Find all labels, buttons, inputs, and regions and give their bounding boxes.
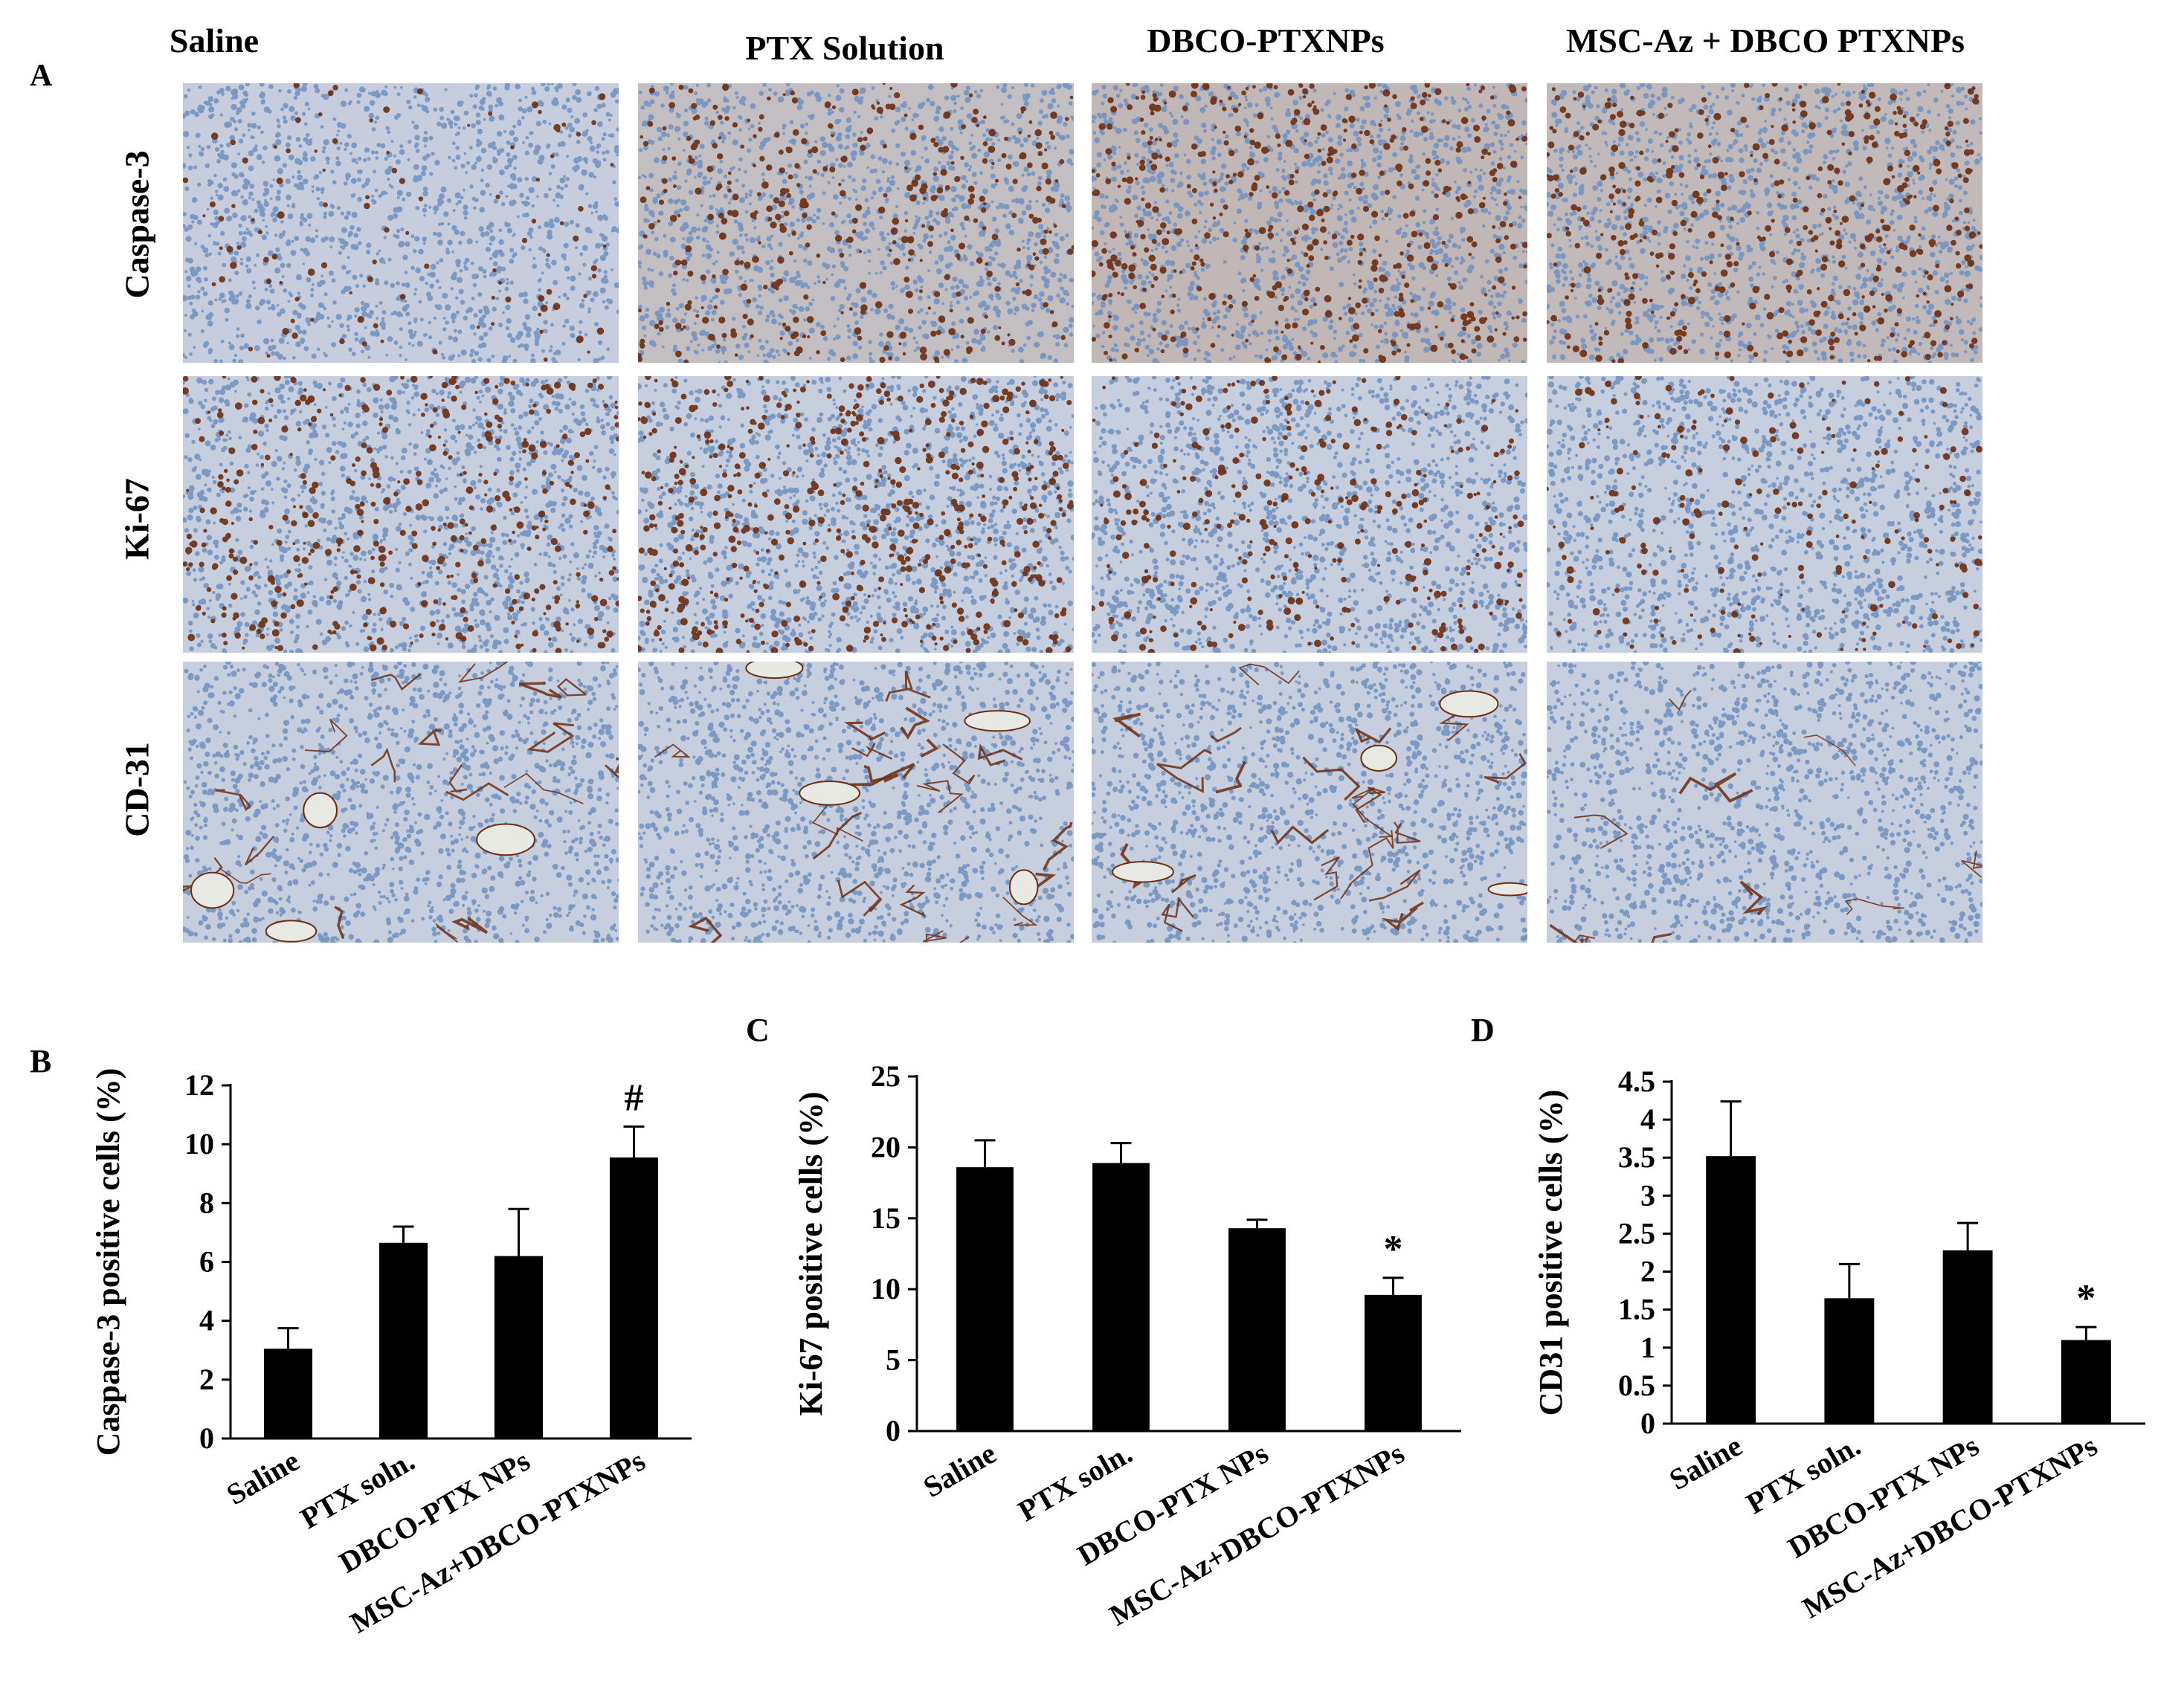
- y-tick-label: 8: [199, 1186, 214, 1219]
- y-tick-label: 5: [886, 1343, 901, 1377]
- bar-3: [1943, 1250, 1993, 1424]
- y-tick-label: 2: [1640, 1255, 1655, 1288]
- micrograph-ki67-4: [1547, 376, 1982, 653]
- y-tick-label: 4: [199, 1304, 214, 1337]
- x-category-label: PTX soln.: [1741, 1429, 1866, 1520]
- x-category-label: DBCO-PTX NPs: [333, 1444, 535, 1580]
- bar-4: [1365, 1295, 1422, 1431]
- bar-2: [1092, 1163, 1150, 1431]
- panel-letter-b: B: [30, 1043, 51, 1079]
- y-tick-label: 6: [199, 1245, 214, 1279]
- y-tick-label: 3: [1640, 1178, 1655, 1212]
- bar-1: [1706, 1156, 1756, 1424]
- bar-4: [2061, 1340, 2111, 1424]
- x-category-label: PTX soln.: [294, 1444, 420, 1535]
- micrograph-caspase-4: [1547, 83, 1982, 363]
- x-category-label: MSC-Az+DBCO-PTXNPs: [1104, 1436, 1410, 1633]
- bar-1: [264, 1349, 312, 1438]
- y-tick-label: 0: [199, 1421, 214, 1455]
- y-tick-label: 2.5: [1618, 1216, 1655, 1250]
- y-tick-label: 15: [871, 1201, 901, 1235]
- column-label-msc-az-dbco: MSC-Az + DBCO PTXNPs: [1505, 21, 2026, 60]
- y-tick-label: 1.5: [1618, 1293, 1655, 1326]
- y-tick-label: 0: [886, 1414, 901, 1447]
- micrograph-caspase-1: [183, 83, 619, 363]
- column-label-saline: Saline: [58, 21, 370, 60]
- x-category-label: Saline: [1663, 1429, 1747, 1496]
- x-category-label: Saline: [221, 1444, 305, 1511]
- y-axis-label: Ki-67 positive cells (%): [793, 1091, 829, 1415]
- x-category-label: MSC-Az+DBCO-PTXNPs: [344, 1444, 651, 1640]
- micrograph-ki67-1: [183, 376, 619, 653]
- micrograph-caspase-3: [1092, 83, 1527, 363]
- micrograph-cd31-3: [1092, 662, 1527, 943]
- significance-marker: *: [2076, 1277, 2096, 1320]
- y-tick-label: 12: [184, 1068, 214, 1102]
- panel-letter-c: C: [746, 1012, 770, 1048]
- micrograph-caspase-2: [638, 83, 1074, 363]
- y-tick-label: 3.5: [1618, 1140, 1655, 1174]
- y-tick-label: 0: [1640, 1407, 1655, 1440]
- micrograph-ki67-3: [1092, 376, 1527, 653]
- x-category-label: Saline: [918, 1436, 1002, 1504]
- y-tick-label: 4.5: [1618, 1065, 1655, 1098]
- y-tick-label: 1: [1640, 1331, 1655, 1364]
- y-axis-label: Caspase-3 positive cells (%): [90, 1068, 126, 1456]
- panel-a-letter: A: [30, 58, 52, 94]
- bar-4: [610, 1157, 658, 1438]
- bar-3: [1228, 1228, 1286, 1431]
- x-category-label: DBCO-PTX NPs: [1782, 1429, 1985, 1565]
- column-label-ptx-solution: PTX Solution: [651, 28, 1038, 68]
- x-category-label: PTX soln.: [1012, 1436, 1138, 1528]
- column-label-dbco-ptxnps: DBCO-PTXNPs: [1072, 21, 1459, 60]
- y-tick-label: 25: [871, 1059, 901, 1093]
- micrograph-cd31-1: [183, 662, 619, 943]
- bar-1: [956, 1167, 1014, 1431]
- y-tick-label: 10: [184, 1127, 214, 1160]
- bar-3: [495, 1256, 543, 1438]
- y-tick-label: 10: [871, 1272, 901, 1305]
- y-axis-label: CD31 positive cells (%): [1533, 1090, 1569, 1416]
- significance-marker: #: [625, 1076, 644, 1119]
- y-tick-label: 2: [199, 1363, 214, 1396]
- row-label-cd-31: CD-31: [117, 742, 157, 837]
- panel-letter-d: D: [1471, 1012, 1495, 1048]
- y-tick-label: 20: [871, 1130, 901, 1163]
- row-label-ki-67: Ki-67: [117, 478, 157, 560]
- bar-2: [379, 1243, 428, 1438]
- micrograph-cd31-2: [638, 662, 1074, 943]
- bar-2: [1824, 1298, 1874, 1424]
- significance-marker: *: [1384, 1228, 1403, 1270]
- x-category-label: DBCO-PTX NPs: [1072, 1436, 1274, 1572]
- micrograph-ki67-2: [638, 376, 1074, 653]
- row-label-caspase-3: Caspase-3: [117, 150, 157, 298]
- x-category-label: MSC-Az+DBCO-PTXNPs: [1797, 1429, 2103, 1625]
- y-tick-label: 4: [1640, 1102, 1655, 1136]
- micrograph-cd31-4: [1547, 662, 1982, 943]
- y-tick-label: 0.5: [1618, 1369, 1655, 1402]
